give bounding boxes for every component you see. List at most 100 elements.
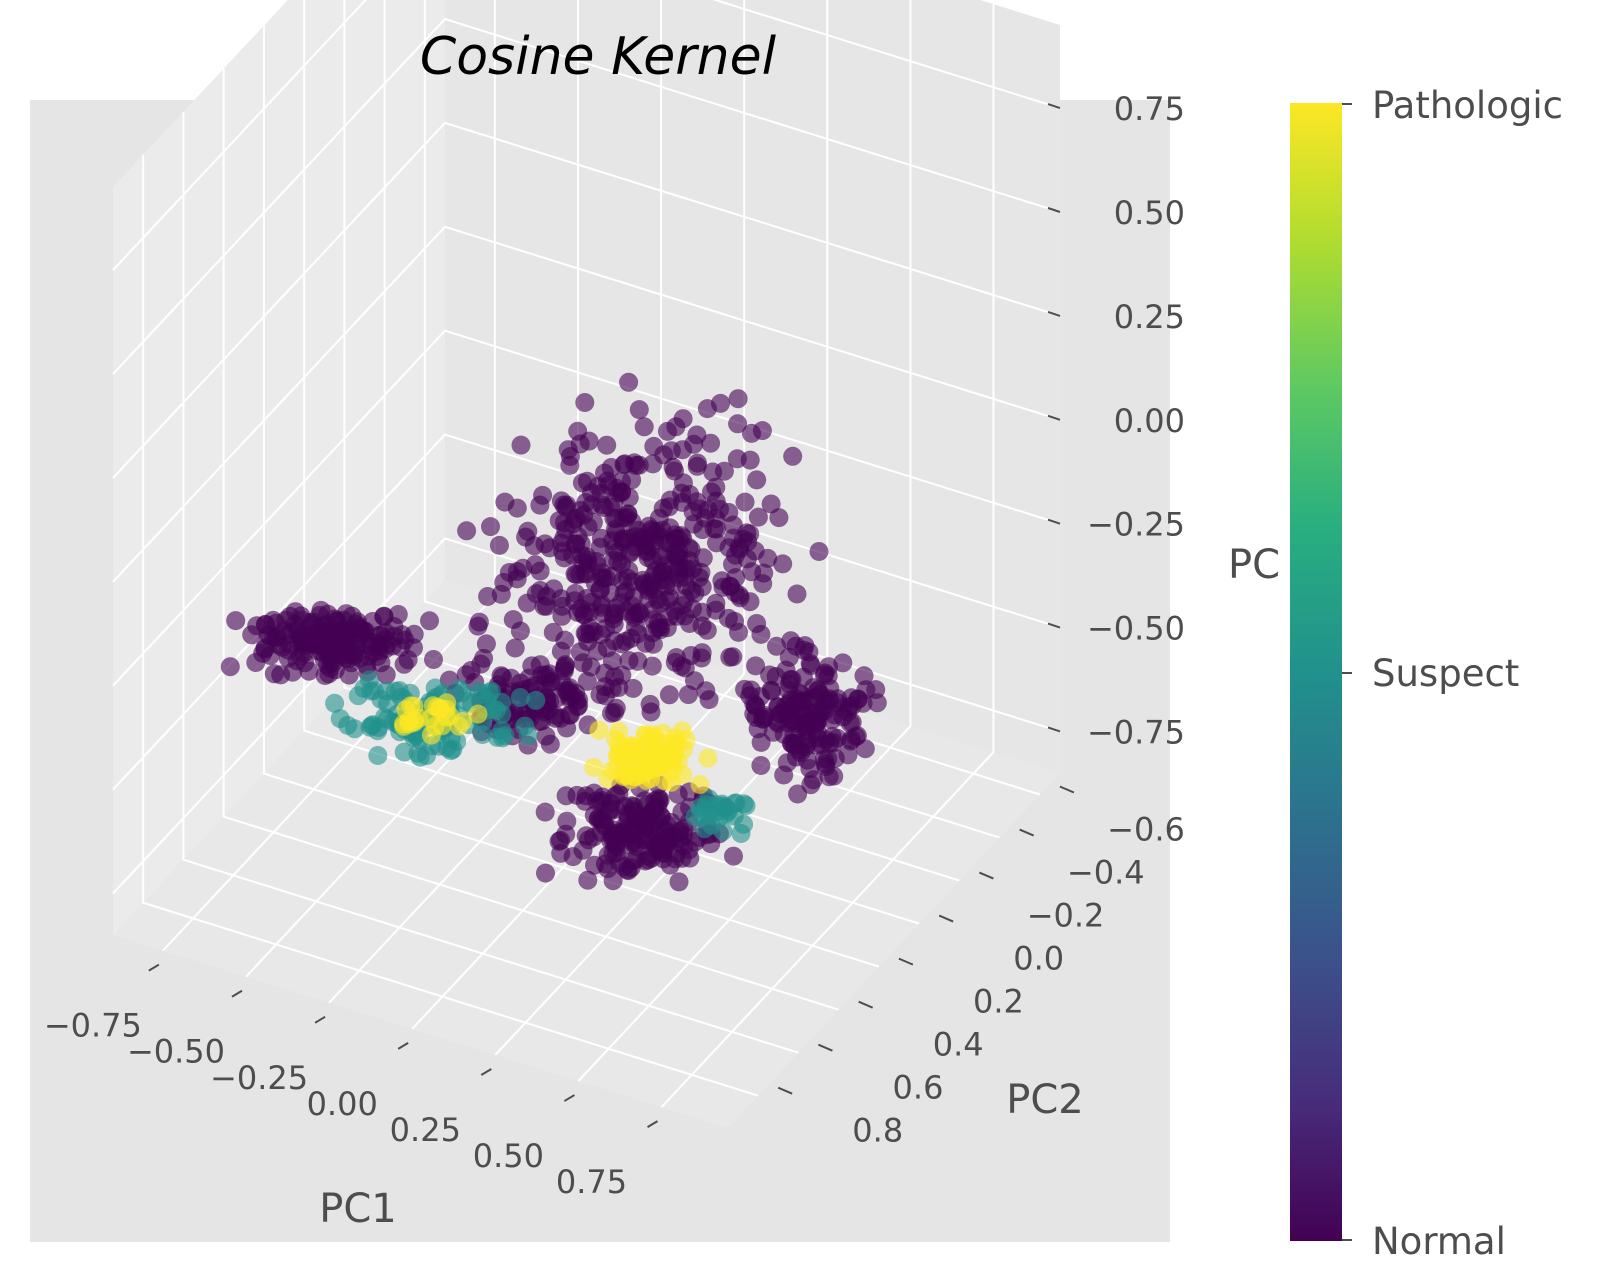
z-tick-label: −0.50 [1087,610,1185,648]
point-normal [491,584,511,604]
point-suspect [377,709,397,729]
colorbar-label-pathologic: Pathologic [1372,84,1563,127]
point-normal [746,708,766,727]
point-normal [833,653,853,673]
point-normal [507,569,527,589]
point-normal [643,623,663,643]
point-normal [663,457,683,477]
point-normal [376,665,396,685]
point-normal [692,616,712,636]
point-pathologic [698,748,718,768]
point-normal [767,636,786,656]
x-tick [480,1068,492,1076]
point-suspect [713,821,733,841]
point-normal [476,634,496,654]
x-tick-label: 0.75 [556,1163,627,1201]
y-tick-label: 0.4 [933,1026,984,1064]
point-normal [616,581,636,601]
z-tick-label: 0.75 [1114,90,1185,128]
point-normal [388,605,408,624]
point-normal [728,414,748,434]
point-normal [533,485,553,505]
y-tick-label: 0.0 [1013,940,1064,978]
point-normal [593,791,612,811]
point-normal [768,697,788,717]
point-normal [517,593,537,613]
point-suspect [361,681,381,701]
grid-lines [112,0,1061,1108]
point-normal [685,583,705,603]
x-tick [231,989,243,998]
point-normal [606,843,626,863]
point-suspect [437,738,457,758]
point-normal [424,650,443,669]
point-normal [461,661,481,680]
point-normal [603,825,623,845]
point-pathologic [421,708,441,728]
x-tick-label: −0.75 [44,1007,142,1045]
point-normal [856,680,876,700]
point-normal [854,666,874,686]
x-tick-label: 0.00 [307,1085,378,1123]
point-normal [774,765,794,785]
y-tick-labels: −0.6 −0.4 −0.2 0.0 0.2 0.4 0.6 0.8 [852,811,1185,1150]
point-normal [474,648,494,668]
y-axis-label: PC2 [1006,1077,1084,1123]
point-normal [334,621,354,641]
point-normal [801,775,821,795]
point-normal [751,756,771,775]
chart-title: Cosine Kernel [420,27,777,87]
point-normal [740,524,760,544]
point-pathologic [468,704,488,724]
point-normal [505,638,525,658]
grid-line-y [142,154,759,1097]
point-suspect [394,742,414,762]
grid-line-y [182,111,799,1054]
point-normal [597,435,617,455]
point-normal [670,821,690,841]
point-normal [816,754,835,774]
point-normal [659,685,679,705]
point-normal [649,508,669,528]
point-normal [536,863,555,883]
point-normal [552,606,572,626]
point-normal [525,555,545,575]
point-pathologic [634,741,654,761]
point-normal [641,537,661,557]
point-pathologic [614,746,634,765]
z-tick [1047,207,1061,213]
point-normal [312,642,332,662]
x-tick-label: −0.50 [127,1033,225,1071]
point-normal [666,417,686,437]
point-normal [740,450,760,470]
point-suspect [368,746,388,765]
point-normal [457,521,477,541]
point-normal [742,562,762,582]
point-normal [569,696,589,716]
point-normal [603,871,623,891]
point-normal [541,672,560,692]
grid-line-y [343,0,960,882]
point-suspect [493,728,512,748]
z-tick-labels: −0.75 −0.50 −0.25 0.00 0.25 0.50 0.75 [1087,90,1185,751]
point-pathologic [404,696,424,716]
point-normal [272,637,292,657]
point-normal [563,545,583,565]
point-normal [642,656,662,676]
point-normal [729,537,749,557]
point-normal [568,421,588,441]
point-normal [666,844,686,864]
point-normal [220,657,240,677]
point-normal [618,805,638,825]
point-normal [622,512,642,532]
x-axis-label: PC1 [319,1186,397,1232]
y-tick [979,871,994,880]
point-normal [576,493,596,512]
point-normal [535,534,555,554]
grid-line-z [112,225,1061,583]
x-tick-label: −0.25 [210,1059,308,1097]
point-normal [735,492,755,512]
point-normal [776,660,796,680]
point-pathologic [589,720,609,740]
